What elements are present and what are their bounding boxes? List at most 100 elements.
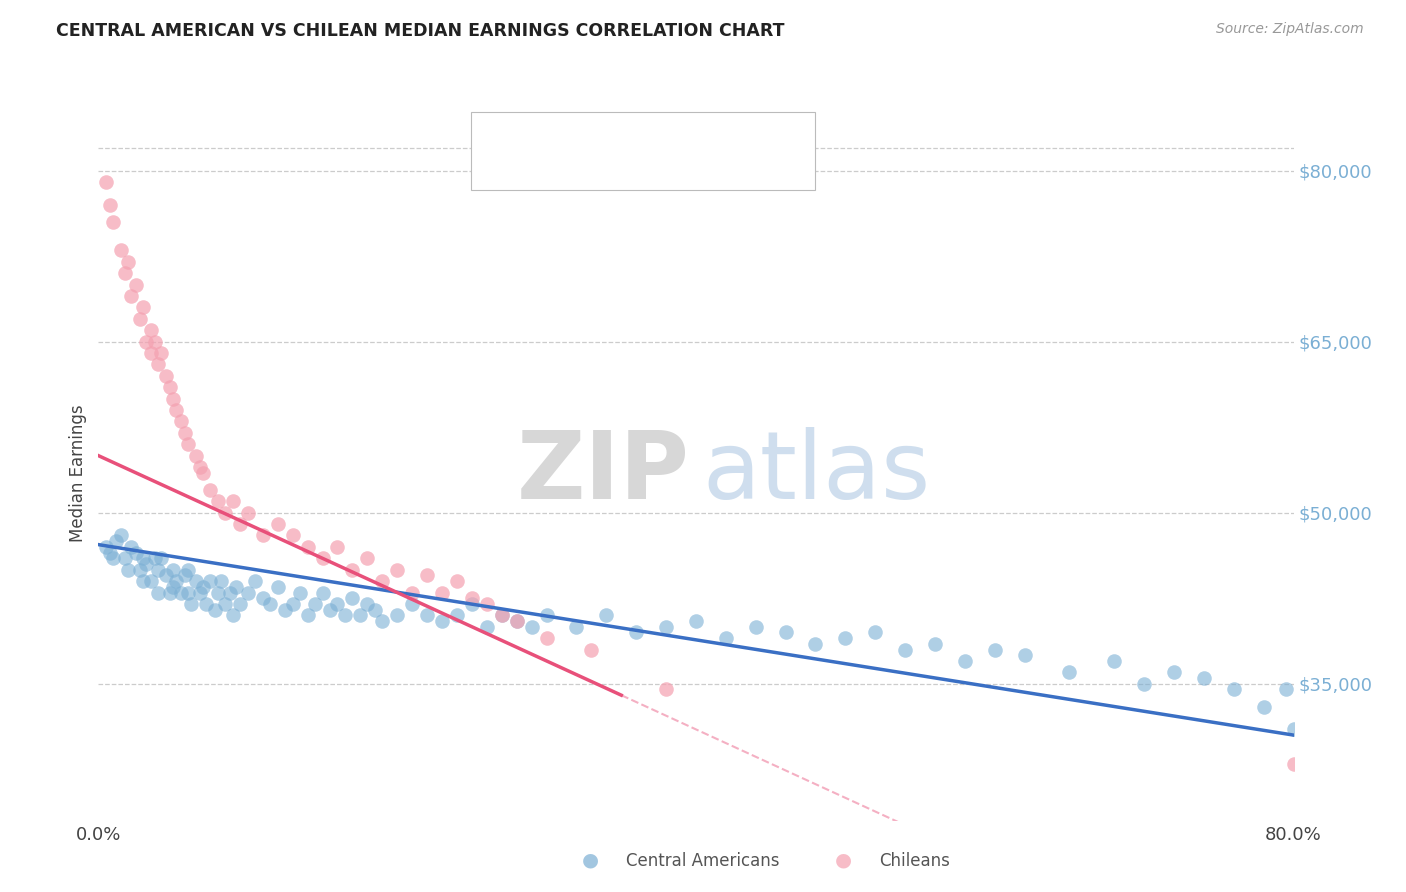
Point <box>214 506 236 520</box>
Y-axis label: Median Earnings: Median Earnings <box>69 404 87 541</box>
Point <box>865 625 887 640</box>
Point <box>165 574 187 588</box>
Point <box>236 506 259 520</box>
Point <box>135 334 157 349</box>
Point <box>200 483 222 497</box>
Point <box>139 323 162 337</box>
Point <box>129 563 152 577</box>
Point <box>685 614 707 628</box>
Point <box>139 346 162 360</box>
Point <box>401 597 423 611</box>
Point <box>894 642 917 657</box>
Point <box>252 528 274 542</box>
Point <box>267 580 290 594</box>
Point <box>162 392 184 406</box>
Point <box>165 403 187 417</box>
Point <box>100 546 122 560</box>
Point <box>520 620 543 634</box>
Point <box>150 551 173 566</box>
Point <box>184 574 207 588</box>
Point <box>475 620 498 634</box>
Point <box>804 637 827 651</box>
FancyBboxPatch shape <box>481 121 516 145</box>
Point <box>565 620 588 634</box>
Point <box>100 198 122 212</box>
Point <box>1223 682 1246 697</box>
Point <box>267 517 290 532</box>
Point <box>169 414 191 428</box>
Point <box>1104 654 1126 668</box>
Point <box>506 614 529 628</box>
Point <box>259 597 281 611</box>
Text: ZIP: ZIP <box>517 426 690 519</box>
Point <box>174 568 197 582</box>
Point <box>311 551 333 566</box>
Point <box>281 528 304 542</box>
Point <box>139 574 162 588</box>
Point <box>252 591 274 606</box>
Point <box>110 244 132 258</box>
Point <box>209 574 232 588</box>
Point <box>148 585 170 599</box>
Point <box>745 620 768 634</box>
Point <box>1282 756 1305 771</box>
Point <box>655 620 678 634</box>
Point <box>655 682 678 697</box>
Point <box>225 580 247 594</box>
Point <box>148 563 170 577</box>
Point <box>461 591 484 606</box>
Point <box>184 449 207 463</box>
Point <box>536 631 558 645</box>
Text: -0.406: -0.406 <box>572 160 633 178</box>
Point <box>125 546 148 560</box>
Text: R =: R = <box>526 160 557 178</box>
Point <box>1253 699 1275 714</box>
Point <box>105 534 128 549</box>
Text: 54: 54 <box>724 160 748 178</box>
Point <box>148 358 170 372</box>
Point <box>304 597 326 611</box>
Point <box>371 614 394 628</box>
Point <box>834 631 856 645</box>
Point <box>120 289 142 303</box>
Point <box>342 563 364 577</box>
Point <box>714 631 737 645</box>
Point <box>461 597 484 611</box>
Point <box>326 540 349 554</box>
Point <box>162 563 184 577</box>
Point <box>200 574 222 588</box>
Point <box>188 460 211 475</box>
Point <box>177 585 200 599</box>
Point <box>114 551 136 566</box>
Point <box>401 585 423 599</box>
FancyBboxPatch shape <box>481 157 516 180</box>
Text: atlas: atlas <box>702 426 931 519</box>
Point <box>1163 665 1185 680</box>
Text: Central Americans: Central Americans <box>626 852 779 870</box>
Point <box>581 642 603 657</box>
Point <box>333 608 356 623</box>
Point <box>204 602 226 616</box>
Point <box>281 597 304 611</box>
Point <box>311 585 333 599</box>
Point <box>114 266 136 280</box>
Point <box>143 334 166 349</box>
Point <box>120 540 142 554</box>
Point <box>326 597 349 611</box>
Point <box>94 175 117 189</box>
Point <box>446 574 468 588</box>
Point <box>297 608 319 623</box>
Point <box>1282 723 1305 737</box>
Point <box>446 608 468 623</box>
Point <box>536 608 558 623</box>
Point <box>143 551 166 566</box>
Point <box>155 568 177 582</box>
Point <box>103 215 125 229</box>
Text: Source: ZipAtlas.com: Source: ZipAtlas.com <box>1216 22 1364 37</box>
Point <box>319 602 342 616</box>
Point <box>371 574 394 588</box>
Text: Chileans: Chileans <box>879 852 949 870</box>
Point <box>94 540 117 554</box>
Point <box>430 585 453 599</box>
Point <box>117 254 139 268</box>
